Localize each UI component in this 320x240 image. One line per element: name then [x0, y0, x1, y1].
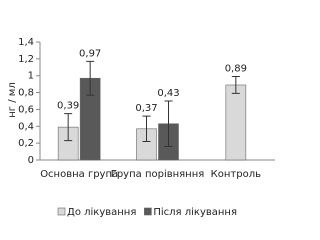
value-label: 0,43: [157, 88, 179, 99]
y-tick-label: 0,4: [18, 121, 34, 132]
value-label: 0,37: [135, 103, 157, 114]
error-bar: [142, 115, 151, 142]
y-axis-label: нг / мл: [7, 82, 18, 117]
error-bar: [64, 113, 73, 142]
value-label: 0,97: [79, 48, 101, 59]
error-bar: [86, 60, 95, 96]
legend-swatch: [57, 207, 66, 216]
y-tick-label: 1,2: [18, 54, 34, 65]
x-tick-label: Контроль: [211, 169, 261, 180]
error-bar: [231, 76, 240, 94]
chart: нг / мл 0 0,2 0,4 0,6 0,8 1 1,2 1,4 Основна груп…: [7, 37, 275, 218]
legend-swatch: [144, 207, 152, 216]
x-tick-label: Група порівняння: [111, 168, 205, 180]
bar: [225, 84, 247, 161]
y-tick-label: 1: [28, 71, 34, 82]
error-bar: [164, 100, 173, 148]
y-tick-label: 0,8: [18, 88, 34, 99]
value-label: 0,89: [225, 64, 247, 75]
y-tick-label: 0,6: [18, 104, 34, 115]
value-label: 0,39: [57, 101, 79, 112]
y-tick-label: 0,2: [18, 138, 34, 149]
legend-label: До лікування: [67, 206, 136, 218]
y-tick-label: 1,4: [18, 37, 34, 48]
x-tick-label: Основна група: [40, 169, 118, 180]
legend-label: Після лікування: [153, 206, 237, 218]
y-tick-label: 0: [28, 155, 34, 166]
